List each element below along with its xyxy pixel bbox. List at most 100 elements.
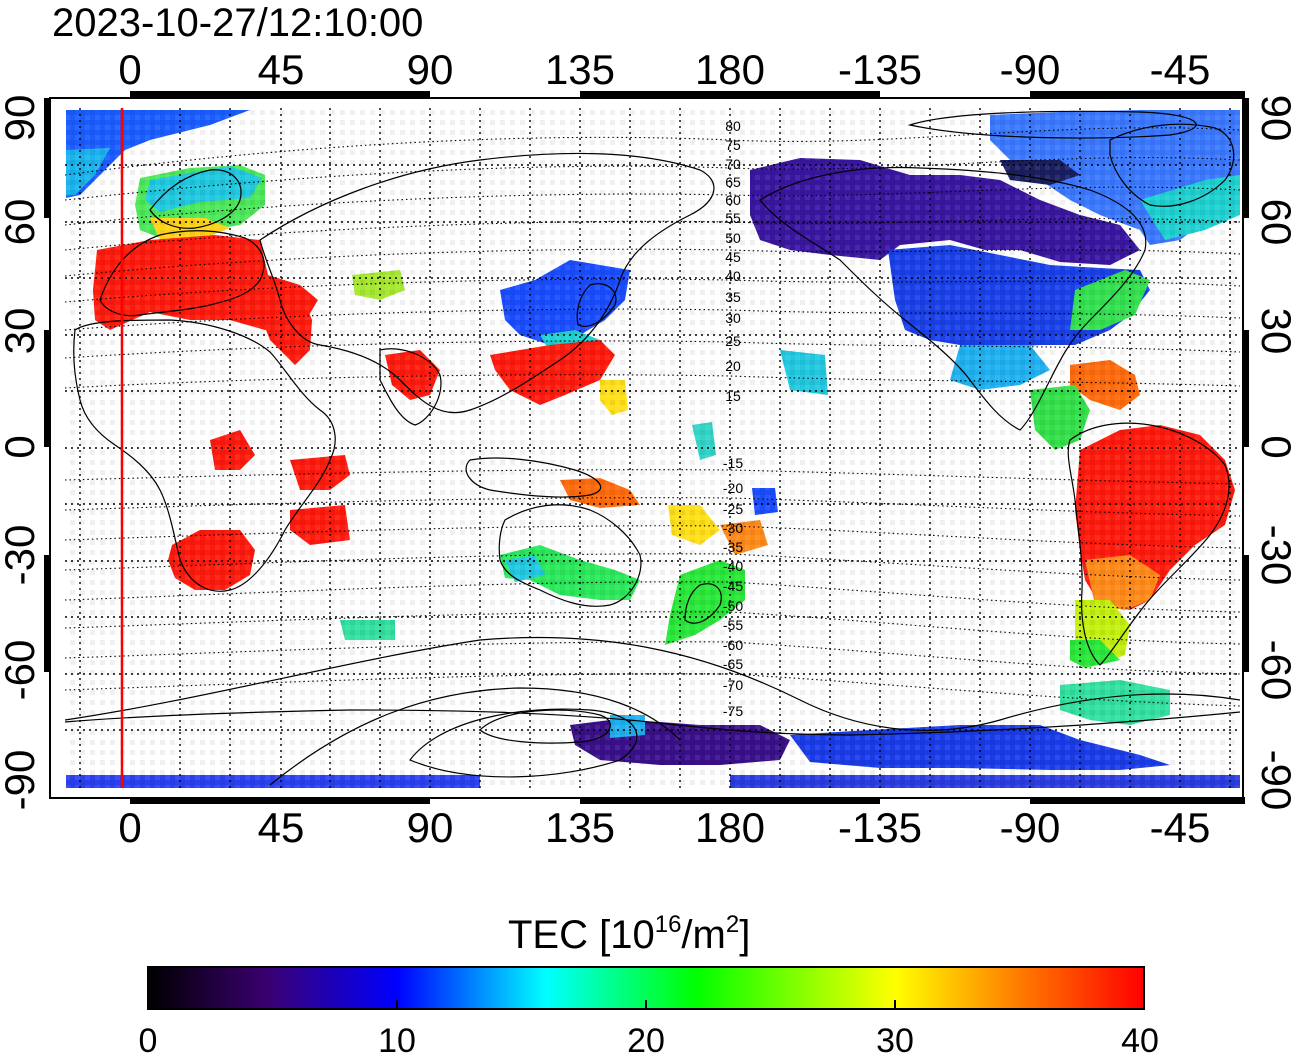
coast-new-zealand: [684, 583, 722, 624]
contour-label: 80: [725, 118, 741, 134]
contour-label: -30: [723, 520, 743, 536]
contour-label: -25: [723, 501, 743, 517]
contour-label: 35: [725, 289, 741, 305]
contour-label: -45: [723, 578, 743, 594]
left-lat-labels: 90 60 30 0 -30 -60 -90: [0, 95, 43, 811]
bottom-lon-label: -90: [1000, 804, 1061, 851]
map-area: [65, 108, 1240, 788]
coastlines: [65, 123, 1240, 736]
right-lat-label: -90: [1253, 750, 1294, 811]
left-lat-label: 30: [0, 308, 43, 355]
top-lon-label: -135: [838, 46, 922, 93]
frame-tick-left-2: [44, 330, 51, 447]
right-lat-label: -60: [1253, 640, 1294, 701]
frame-tick-right-1: [1242, 98, 1249, 218]
coast-india: [379, 348, 442, 426]
colorbar-tick-label: 10: [378, 1022, 416, 1057]
frame-tick-right-3: [1242, 555, 1249, 672]
frame-tick-left-3: [44, 555, 51, 672]
mag-contour-solid: [409, 708, 638, 778]
contour-label: 45: [725, 249, 741, 265]
frame-tick-bottom-3: [1030, 797, 1245, 804]
top-lon-label: 135: [545, 46, 615, 93]
coast-south-america: [1067, 422, 1230, 666]
mag-contour-solid: [269, 687, 681, 786]
left-lat-label: 0: [0, 435, 43, 458]
contour-label: 75: [725, 137, 741, 153]
mag-contour-solid: [907, 110, 1197, 139]
colorbar-tick-label: 0: [139, 1022, 158, 1057]
contour-labels-south: -15 -20 -25 -30 -35 -40 -45 -50 -55 -60 …: [723, 455, 743, 719]
mag-contour-solid: [65, 636, 1240, 731]
left-lat-label: -60: [0, 640, 43, 701]
colorbar-title: TEC [1016/m2]: [508, 911, 750, 957]
colorbar-title-exp2: 2: [726, 911, 739, 938]
top-lon-label: 180: [695, 46, 765, 93]
frame-tick-top-3: [1030, 91, 1245, 98]
magnetic-contours-solid: [65, 110, 1240, 786]
right-lat-label: 30: [1253, 308, 1294, 355]
contour-label: 50: [725, 230, 741, 246]
colorbar-tick-label: 40: [1121, 1022, 1159, 1057]
contour-label: -75: [723, 703, 743, 719]
bottom-lon-label: -45: [1150, 804, 1211, 851]
coast-indonesia: [465, 457, 602, 498]
mag-contour: [65, 127, 1240, 176]
top-lon-labels: 0 45 90 135 180 -135 -90 -45: [118, 46, 1210, 93]
contour-label: 60: [725, 192, 741, 208]
colorbar-title-prefix: TEC [10: [508, 913, 655, 957]
contour-label: 65: [725, 174, 741, 190]
coast-europe: [99, 230, 265, 317]
frame-tick-bottom-1: [130, 797, 430, 804]
contour-label: -65: [723, 656, 743, 672]
coast-africa: [73, 319, 336, 592]
mag-contour: [65, 157, 1240, 201]
timestamp-title: 2023-10-27/12:10:00: [52, 1, 423, 45]
top-lon-label: 45: [258, 46, 305, 93]
frame-tick-left-1: [44, 98, 51, 218]
bottom-lon-label: -135: [838, 804, 922, 851]
coast-scandinavia: [149, 169, 242, 229]
right-lat-label: -30: [1253, 525, 1294, 586]
contour-label: -70: [723, 677, 743, 693]
top-lon-label: 0: [118, 46, 141, 93]
contour-label: 15: [725, 388, 741, 404]
speckle-overlay: [65, 108, 1240, 788]
coast-antarctica: [65, 709, 1240, 736]
tec-data-layer: [65, 108, 1240, 788]
contour-label: -50: [723, 598, 743, 614]
frame-tick-top-1: [130, 91, 430, 98]
bottom-lon-label: 0: [118, 804, 141, 851]
frame-tick-right-2: [1242, 330, 1249, 447]
map-frame: [49, 97, 1244, 799]
contour-label: -15: [723, 455, 743, 471]
left-lat-label: -30: [0, 525, 43, 586]
coast-japan: [576, 283, 617, 327]
bottom-lon-label: 180: [695, 804, 765, 851]
contour-label: 30: [725, 310, 741, 326]
frame-tick-bottom-2: [580, 797, 880, 804]
contour-label: -60: [723, 637, 743, 653]
contour-label: -20: [723, 480, 743, 496]
coast-australia: [498, 504, 642, 607]
contour-label: 40: [725, 268, 741, 284]
contour-label: -40: [723, 558, 743, 574]
colorbar-tick-label: 30: [876, 1022, 914, 1057]
colorbar-tick-labels: 0 10 20 30 40: [139, 1022, 1159, 1057]
top-lon-label: -90: [1000, 46, 1061, 93]
contour-label: -35: [723, 539, 743, 555]
bottom-lon-label: 135: [545, 804, 615, 851]
colorbar-title-exp1: 16: [655, 911, 682, 938]
right-lat-label: 90: [1253, 95, 1294, 142]
bottom-lon-label: 90: [407, 804, 454, 851]
right-lat-labels: 90 60 30 0 -30 -60 -90: [1253, 95, 1294, 811]
colorbar-tick-label: 20: [627, 1022, 665, 1057]
contour-labels-north: 80 75 70 65 60 55 50 45 40 35 30 25 20 1…: [725, 118, 741, 404]
frame-ticks: [44, 91, 1249, 804]
top-lon-label: 90: [407, 46, 454, 93]
contour-label: -55: [723, 617, 743, 633]
top-lon-label: -45: [1150, 46, 1211, 93]
contour-label: 20: [725, 358, 741, 374]
mag-contour-solid: [479, 709, 611, 744]
